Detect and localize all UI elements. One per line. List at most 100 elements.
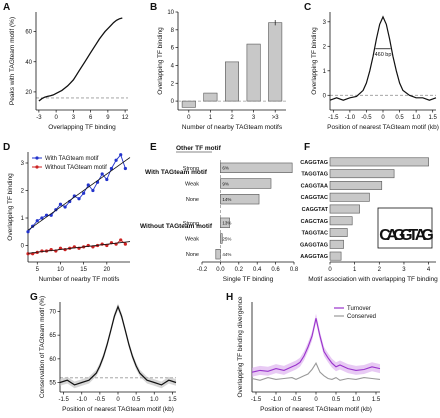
panel-a-y-tick-label: 40	[25, 60, 32, 66]
panel-a-y-axis-label: Peaks with TAGteam motif (%)	[9, 17, 16, 105]
motif-logo-letter: G	[400, 227, 412, 244]
panel-g-confidence-band	[60, 303, 176, 389]
width-annotation-label: 460 bp	[375, 52, 392, 58]
panel-f-motif-label: TAGGTAG	[301, 172, 328, 178]
panel-h-x-axis-label: Position of nearest TAGteam motif (kb)	[260, 406, 372, 413]
panel-e-category-label: None	[186, 197, 199, 203]
panel-f-motif-label: CAGGTAT	[302, 207, 329, 213]
panel-h-x-tick-label: -1.0	[271, 397, 282, 403]
panel-e-bar-label: 13%	[222, 221, 231, 226]
panel-c-x-tick-label: -0.5	[361, 115, 372, 121]
panel-g-y-tick-label: 55	[49, 381, 56, 387]
panel-a-y-tick-label: 20	[25, 90, 32, 96]
panel-d-with-tagteam-point	[123, 166, 127, 171]
panel-e-bar	[220, 233, 223, 244]
motif-logo-letter: A	[415, 227, 427, 244]
panel-d-y-tick-label: 2	[21, 189, 25, 195]
panel-label-h: H	[226, 292, 233, 303]
panel-c-y-tick-label: 1	[323, 69, 327, 75]
panel-b-bar	[268, 22, 283, 102]
panel-d-x-tick-label: 10	[57, 267, 64, 273]
panel-f-bar	[329, 216, 353, 226]
panel-f-motif-label: CAGCTAG	[301, 219, 328, 225]
panel-b-bar	[203, 92, 218, 102]
panel-c-x-tick-label: -1.5	[328, 115, 339, 121]
panel-a-x-tick-label: 12	[122, 115, 129, 121]
panel-c-x-axis-label: Position of nearest TAGteam motif (kb)	[327, 124, 439, 131]
panel-b-x-tick-label: 2	[230, 115, 234, 121]
motif-logo-letter: G	[393, 227, 405, 244]
panel-d-without-tagteam-trendline	[27, 241, 131, 254]
panel-e-group-label: With TAGteam motif	[145, 169, 208, 176]
panel-b-bar	[246, 43, 261, 102]
panel-d-with-tagteam-point	[82, 191, 86, 195]
panel-f-motif-label: CAGGTAG	[300, 160, 328, 166]
panel-e-x-tick-label: 0.6	[271, 267, 280, 273]
panel-h-x-tick-label: 0	[314, 397, 318, 403]
panel-d-without-tagteam-point	[123, 242, 127, 246]
panel-e-bar	[220, 194, 260, 205]
panel-b-x-tick-label: >3	[272, 115, 280, 121]
panel-c-y-tick-label: 0	[323, 93, 327, 99]
panel-d-with-tagteam-trendline	[27, 157, 131, 231]
panel-d-x-tick-label: 15	[80, 267, 87, 273]
panel-d-with-tagteam-point	[100, 172, 104, 176]
panel-h-x-tick-label: -0.5	[291, 397, 302, 403]
panel-e-x-tick-label: -0.2	[197, 267, 208, 273]
panel-d-with-tagteam-point	[35, 219, 39, 223]
panel-g-x-tick-label: -1.0	[77, 397, 88, 403]
panel-d-without-tagteam-point	[58, 246, 63, 250]
panel-d-with-tagteam-point	[58, 202, 63, 206]
panel-b-y-tick-label: 6	[171, 46, 175, 52]
panel-e-category-label: Weak	[185, 237, 199, 243]
panel-d-y-tick-label: 0	[21, 244, 25, 250]
panel-f-bar	[329, 204, 360, 214]
panel-label-a: A	[3, 2, 10, 13]
panel-f-bar	[329, 169, 395, 179]
panel-e-bar	[220, 217, 230, 228]
panel-c-x-tick-label: -1.0	[345, 115, 356, 121]
panel-d-without-tagteam-point	[26, 252, 30, 256]
panel-f-bar	[329, 192, 370, 202]
panel-f-x-tick-label: 3	[402, 267, 406, 273]
panel-label-d: D	[3, 142, 10, 153]
panel-d-with-tagteam-point	[40, 216, 44, 220]
motif-logo-letter: T	[409, 227, 419, 244]
panel-g-y-axis-label: Conservation of TAGteam motif (%)	[39, 296, 46, 398]
panel-d-with-tagteam-point	[26, 230, 30, 234]
legend-entry: Turnover	[347, 306, 371, 312]
legend-marker	[35, 156, 39, 160]
panel-b-y-tick-label: 2	[171, 81, 175, 87]
panel-label-f: F	[304, 142, 310, 153]
panel-g-x-tick-label: -0.5	[95, 397, 106, 403]
panel-b-y-tick-label: 8	[171, 28, 175, 34]
panel-h-turnover-band	[252, 313, 380, 377]
panel-h-turnover-line	[251, 318, 381, 373]
panel-g-x-tick-label: 1.5	[168, 397, 177, 403]
panel-g-y-tick-label: 70	[49, 309, 56, 315]
panel-g-x-tick-label: 1.0	[150, 397, 159, 403]
panel-e-bar-label: 6%	[222, 166, 229, 171]
panel-f-bar	[329, 239, 344, 249]
panel-c-series-line	[329, 15, 437, 101]
panel-f-motif-label: GAGGTAG	[300, 242, 328, 248]
legend-entry: Without TAGteam motif	[45, 165, 107, 171]
panel-a-x-tick-label: 3	[72, 115, 76, 121]
panel-f-bar	[329, 157, 429, 167]
panel-g-x-axis-label: Position of nearest TAGteam motif (kb)	[62, 406, 174, 413]
panel-a-series-line	[38, 17, 123, 102]
panel-g-x-tick-label: 0	[116, 397, 120, 403]
motif-logo-letter: A	[386, 227, 398, 244]
panel-f-x-tick-label: 2	[378, 267, 382, 273]
panel-e-bar	[220, 162, 293, 173]
panel-b-x-tick-label: 1	[209, 115, 213, 121]
panel-d-with-tagteam-point	[86, 183, 90, 187]
panel-e-bar-label: 14%	[222, 197, 231, 202]
panel-d-with-tagteam-point	[77, 197, 81, 201]
panel-e-group-label: Without TAGteam motif	[140, 223, 213, 230]
panel-b-bar	[225, 61, 239, 102]
motif-logo-letter: C	[379, 227, 391, 244]
panel-e-bar	[220, 178, 272, 189]
panel-d-with-tagteam-point	[105, 177, 109, 182]
panel-d-without-tagteam-point	[119, 238, 123, 242]
